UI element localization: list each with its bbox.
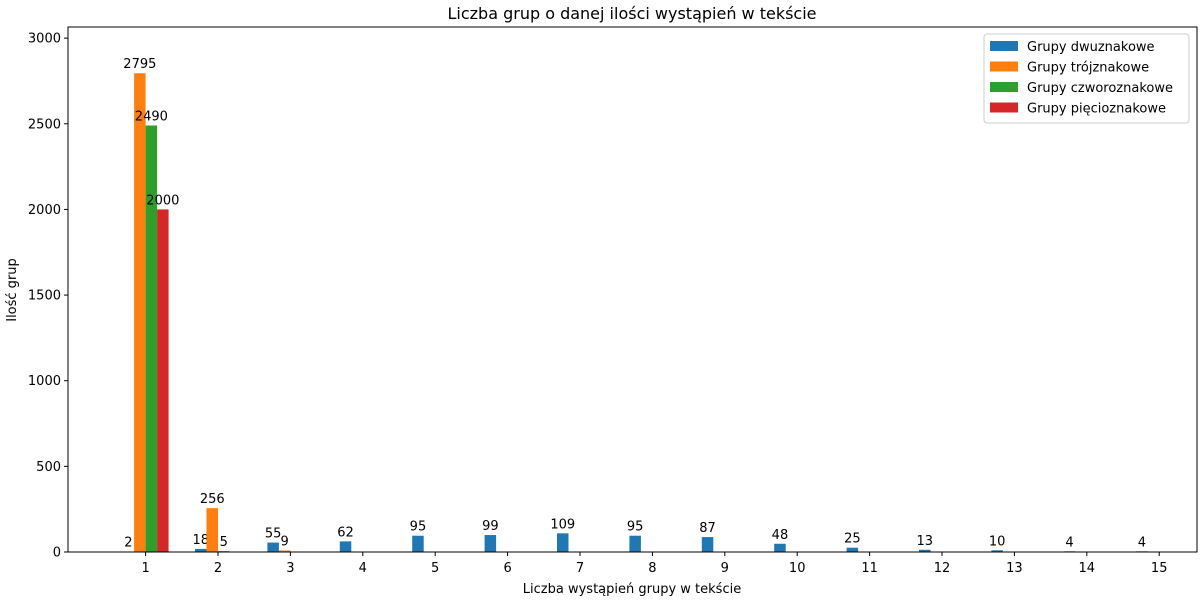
bar-value-label: 62	[337, 525, 354, 540]
bar-value-label: 18	[192, 533, 209, 548]
bar	[157, 209, 169, 552]
legend-swatch	[990, 61, 1018, 72]
bar	[991, 550, 1003, 552]
bar-value-label: 99	[482, 519, 499, 534]
legend-label: Grupy trójznakowe	[1027, 61, 1149, 76]
legend-swatch	[990, 41, 1018, 51]
x-tick-label: 12	[934, 561, 951, 576]
bar	[412, 535, 424, 552]
bar-value-label: 87	[699, 521, 716, 536]
bar	[484, 535, 497, 552]
y-axis-label: Ilość grup	[5, 258, 20, 322]
bar	[919, 549, 931, 552]
bar-value-label: 25	[844, 532, 861, 547]
legend-swatch	[990, 82, 1018, 92]
bar-value-label: 13	[916, 534, 933, 549]
bar-value-label: 5	[220, 535, 228, 550]
x-tick-label: 1	[141, 561, 149, 576]
bar-value-label: 2490	[135, 109, 168, 124]
x-tick-label: 9	[721, 561, 729, 576]
bar-value-label: 109	[550, 517, 575, 532]
bar-value-label: 10	[989, 534, 1006, 549]
x-tick-label: 7	[576, 561, 584, 576]
legend-box	[983, 33, 1190, 124]
bar	[195, 548, 207, 552]
bar	[339, 541, 352, 552]
bar-value-label: 9	[281, 534, 289, 549]
y-tick-label: 2500	[28, 117, 61, 132]
bar	[145, 125, 158, 552]
x-tick-label: 13	[1006, 561, 1023, 576]
bar-value-label: 48	[772, 528, 789, 543]
x-tick-label: 4	[359, 561, 367, 576]
x-tick-label: 5	[431, 561, 439, 576]
y-tick-label: 1000	[28, 374, 61, 389]
bar-value-label: 95	[627, 520, 644, 535]
bar-value-label: 55	[265, 527, 282, 542]
y-tick-label: 500	[36, 460, 61, 475]
bar-value-label: 4	[1138, 535, 1146, 550]
bar	[206, 508, 218, 552]
bar-value-label: 2000	[146, 193, 179, 208]
bar	[134, 73, 146, 553]
y-tick-label: 0	[53, 546, 61, 561]
bar-value-label: 4	[1065, 535, 1073, 550]
bar	[278, 550, 291, 552]
bar-value-label: 2	[124, 536, 132, 551]
legend-label: Grupy dwuznakowe	[1027, 40, 1155, 55]
x-tick-label: 6	[503, 561, 511, 576]
bar-value-label: 256	[200, 492, 225, 507]
x-tick-label: 3	[286, 561, 294, 576]
y-tick-label: 2000	[28, 203, 61, 218]
bar-value-label: 2795	[123, 57, 156, 72]
chart-title: Liczba grup o danej ilości wystąpień w t…	[447, 4, 816, 23]
bar-value-label: 95	[410, 520, 427, 535]
bar	[267, 542, 279, 552]
bar	[846, 547, 859, 552]
y-tick-label: 3000	[28, 32, 61, 47]
legend-label: Grupy pięcioznakowe	[1027, 102, 1166, 117]
x-tick-label: 2	[214, 561, 222, 576]
x-tick-label: 10	[789, 561, 806, 576]
x-tick-label: 8	[648, 561, 656, 576]
legend: Grupy dwuznakowe Grupy trójznakowe Grupy c…	[983, 33, 1190, 124]
x-tick-label: 15	[1151, 561, 1168, 576]
y-tick-label: 1500	[28, 289, 61, 304]
bar	[629, 535, 641, 552]
x-tick-label: 11	[861, 561, 878, 576]
bar	[774, 543, 786, 552]
legend-label: Grupy czworoznakowe	[1027, 81, 1173, 96]
plot-frame	[67, 26, 1198, 553]
x-axis-label: Liczba wystąpień grupy w tekście	[523, 582, 741, 597]
bar	[557, 533, 569, 552]
x-tick-label: 14	[1079, 561, 1096, 576]
legend-swatch	[990, 102, 1018, 113]
bar	[701, 537, 714, 552]
